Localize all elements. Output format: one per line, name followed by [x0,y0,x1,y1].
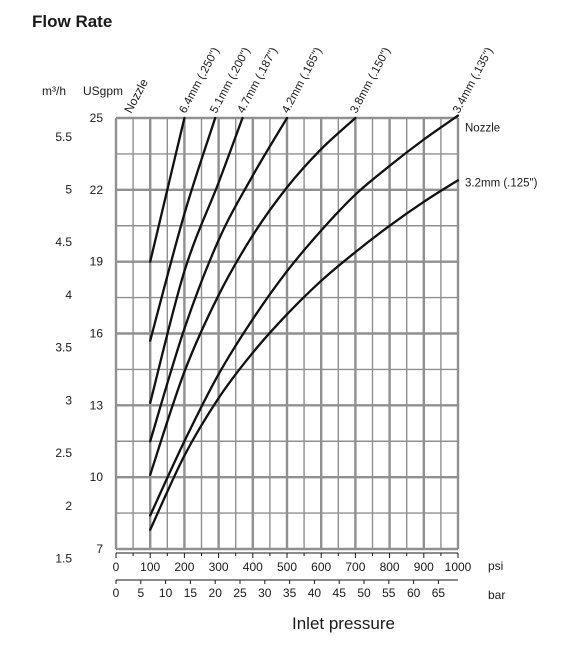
nozzle-curve [149,114,460,517]
nozzle-size-label: 4.2mm (.165") [280,46,325,116]
psi-tick-label: 600 [311,560,331,574]
psi-tick-label: 400 [243,560,263,574]
m3h-tick-label: 5 [65,182,72,196]
psi-axis: 0 100 200 300 400 500 600 700 800 900 1000 [113,552,472,574]
m3h-tick-label: 3 [65,393,72,407]
usgpm-tick-label: 10 [90,470,104,484]
m3h-tick-label: 5.5 [55,130,72,144]
nozzle-curve [149,116,244,405]
m3h-ticks: 5.5 5 4.5 4 3.5 3 2.5 2 1.5 [55,130,72,566]
usgpm-tick-label: 16 [90,327,104,341]
usgpm-tick-label: 22 [90,183,104,197]
bar-unit-label: bar [488,588,505,602]
bar-tick-label: 10 [159,586,173,600]
m3h-tick-label: 1.5 [55,551,72,565]
psi-tick-label: 200 [174,560,194,574]
bar-tick-label: 0 [113,586,120,600]
bar-tick-label: 35 [283,586,297,600]
psi-tick-label: 800 [380,560,400,574]
m3h-tick-label: 2 [65,499,72,513]
psi-tick-label: 500 [277,560,297,574]
bar-axis: 0 5 10 15 20 25 30 35 40 45 50 55 60 65 [113,579,458,600]
psi-tick-label: 1000 [445,560,472,574]
psi-tick-label: 900 [414,560,434,574]
nozzle-curve [149,116,289,443]
psi-tick-label: 300 [209,560,229,574]
bar-tick-label: 65 [432,586,446,600]
usgpm-tick-label: 25 [90,111,104,125]
nozzle-end-label: Nozzle [465,123,500,135]
nozzle-curve [149,116,186,263]
nozzle-size-label: 3.8mm (.150") [348,46,393,116]
bar-tick-label: 40 [308,586,322,600]
psi-tick-label: 100 [140,560,160,574]
m3h-tick-label: 4 [65,288,72,302]
usgpm-tick-label: 13 [90,398,104,412]
x-axis-title: Inlet pressure [292,614,395,633]
bar-tick-label: 60 [407,586,421,600]
m3h-tick-label: 2.5 [55,446,72,460]
nozzle-curve [149,116,357,476]
nozzle-curves [149,114,460,531]
usgpm-tick-label: 7 [96,542,103,556]
usgpm-ticks: 25 22 19 16 13 10 7 [90,111,104,556]
m3h-tick-label: 3.5 [55,341,72,355]
bar-tick-label: 15 [184,586,198,600]
psi-unit-label: psi [488,559,503,573]
bar-tick-label: 50 [357,586,371,600]
bar-tick-label: 55 [382,586,396,600]
bar-tick-label: 5 [137,586,144,600]
nozzle-curve [149,116,217,342]
bar-tick-label: 45 [333,586,347,600]
usgpm-tick-label: 19 [90,255,104,269]
m3h-axis-label: m³/h [42,84,66,98]
m3h-tick-label: 4.5 [55,235,72,249]
bar-tick-label: 30 [258,586,272,600]
chart-grid [114,116,460,551]
usgpm-axis-label: USgpm [83,84,123,98]
chart-title: Flow Rate [32,12,112,31]
nozzle-column-label: Nozzle [121,76,151,115]
bar-tick-label: 25 [233,586,247,600]
nozzle-curve [149,179,460,531]
psi-tick-label: 700 [345,560,365,574]
nozzle-size-label: 3.4mm (.135") [451,46,496,116]
psi-tick-label: 0 [113,560,120,574]
nozzle-size-end-label: 3.2mm (.125") [465,177,538,189]
bar-tick-label: 20 [209,586,223,600]
